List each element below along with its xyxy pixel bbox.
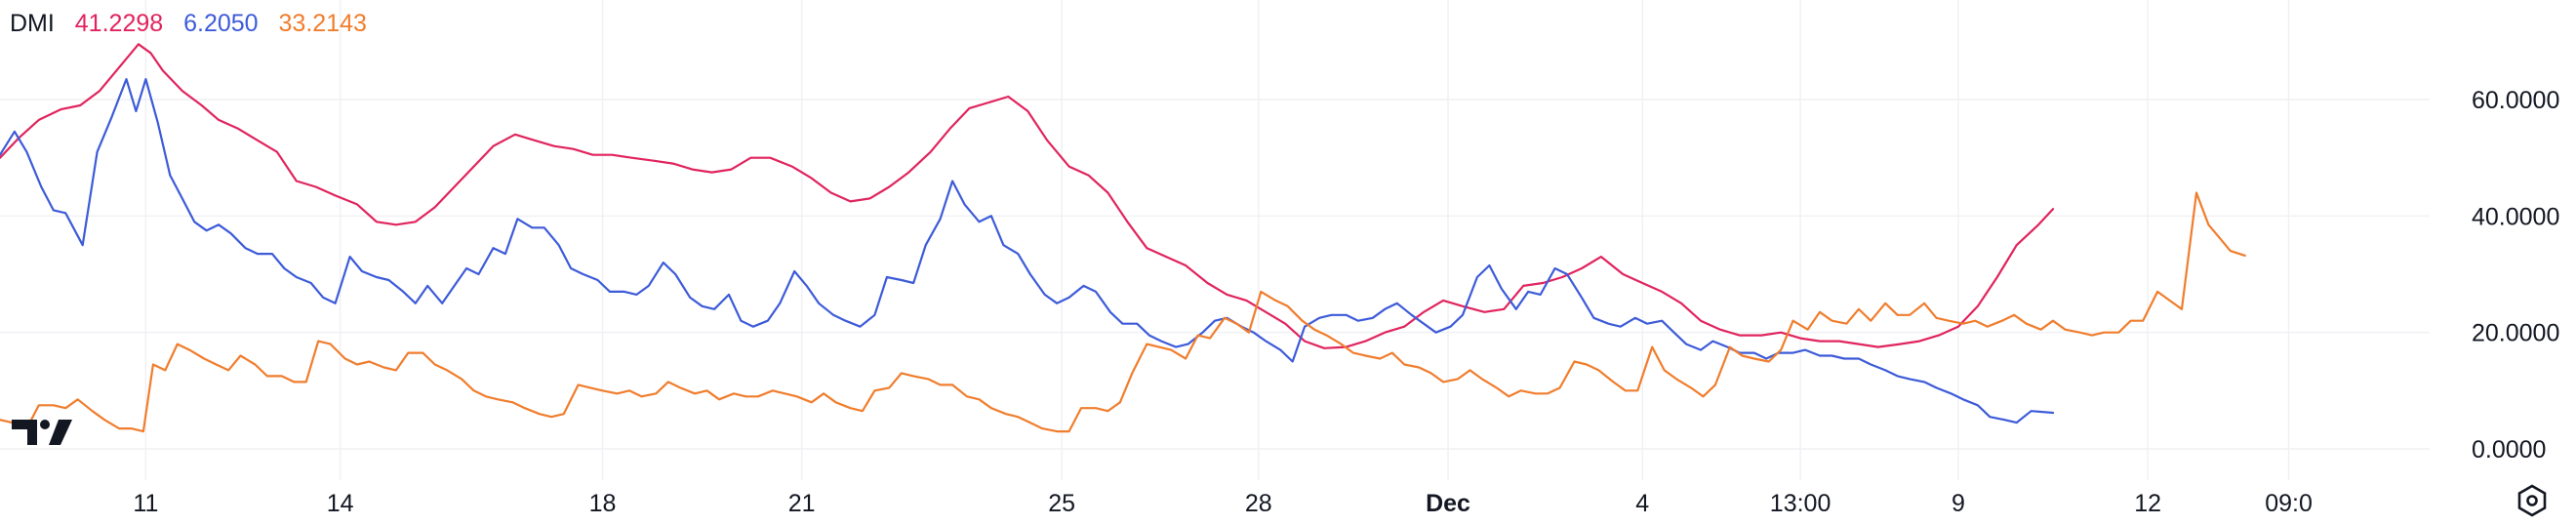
- x-tick-label: 9: [1952, 490, 1965, 517]
- settings-hexagon-icon[interactable]: [2516, 484, 2549, 522]
- y-tick-label: 40.0000: [2472, 203, 2559, 230]
- x-tick-label: 28: [1245, 490, 1272, 517]
- series-lines: [0, 43, 2246, 433]
- plus-di-line: [0, 191, 2246, 433]
- indicator-name: DMI: [10, 10, 55, 37]
- x-tick-label: 12: [2134, 490, 2161, 517]
- adx-line: [0, 43, 2055, 349]
- y-tick-label: 0.0000: [2472, 436, 2546, 464]
- x-tick-label: 13:00: [1770, 490, 1831, 517]
- indicator-legend[interactable]: DMI 41.2298 6.2050 33.2143: [10, 10, 381, 38]
- plus-di-value: 33.2143: [278, 10, 367, 37]
- grid-lines: [0, 0, 2430, 480]
- x-axis: 11 14 18 21 25 28 Dec 4 13:00 9 12 09:0: [133, 490, 2312, 517]
- y-axis: 0.0000 20.0000 40.0000 60.0000: [2472, 87, 2559, 464]
- minus-di-value: 6.2050: [183, 10, 259, 37]
- x-tick-label: 14: [327, 490, 354, 517]
- x-tick-label: 18: [589, 490, 617, 517]
- x-tick-label: 25: [1048, 490, 1075, 517]
- y-tick-label: 60.0000: [2472, 87, 2559, 114]
- minus-di-line: [0, 78, 2055, 424]
- adx-value: 41.2298: [74, 10, 164, 37]
- x-tick-label: Dec: [1426, 490, 1470, 517]
- x-tick-label: 4: [1635, 490, 1649, 517]
- tradingview-logo-icon[interactable]: [12, 418, 76, 452]
- x-tick-label: 09:0: [2265, 490, 2313, 517]
- x-tick-label: 21: [788, 490, 816, 517]
- y-tick-label: 20.0000: [2472, 320, 2559, 347]
- x-tick-label: 11: [133, 490, 158, 517]
